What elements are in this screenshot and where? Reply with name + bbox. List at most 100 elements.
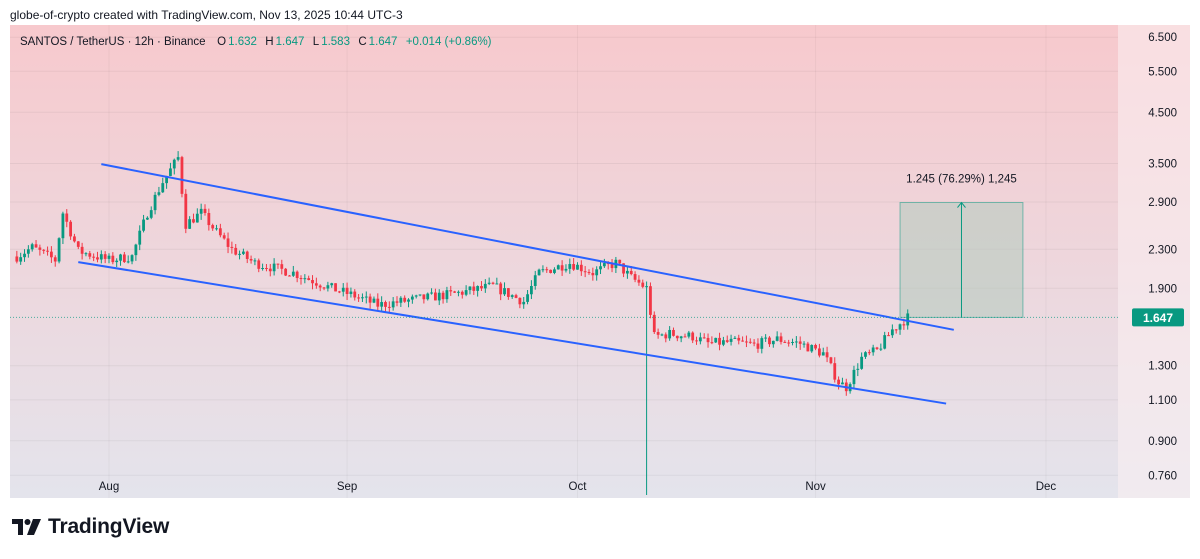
candle-body	[441, 292, 445, 300]
candle-body	[280, 264, 284, 269]
candle-body	[714, 337, 718, 343]
candle-body	[810, 345, 814, 352]
low-label: L	[312, 36, 320, 48]
candle-body	[798, 341, 802, 344]
candle-body	[733, 337, 737, 339]
candle-body	[718, 337, 721, 345]
candle-body	[818, 348, 821, 356]
candle-body	[146, 217, 149, 220]
candle-body	[449, 290, 453, 292]
candle-body	[898, 324, 902, 330]
candle-body	[418, 294, 422, 296]
time-tick-label: Sep	[337, 481, 357, 493]
candle-body	[894, 329, 898, 331]
candle-body	[794, 341, 798, 343]
candle-body	[530, 286, 533, 295]
channel-upper-line	[101, 163, 954, 331]
candle-body	[576, 264, 579, 270]
candle-body	[710, 342, 714, 344]
candle-body	[272, 263, 276, 272]
candle-body	[103, 254, 107, 259]
candle-body	[587, 272, 591, 274]
candle-body	[591, 272, 595, 276]
price-chart[interactable]: 1.245 (76.29%) 1,245 1.647 6.500 5.500 4.5…	[10, 25, 1190, 498]
candle-body	[234, 247, 238, 255]
chart-area[interactable]: 1.245 (76.29%) 1,245 1.647 6.500 5.500 4.5…	[10, 25, 1190, 498]
candle-body	[46, 250, 49, 252]
candle-body	[111, 255, 115, 263]
candle-body	[668, 329, 672, 339]
candle-body	[372, 298, 376, 303]
candle-body	[422, 294, 426, 300]
candle-body	[748, 341, 752, 343]
candle-body	[741, 340, 744, 342]
candle-body	[664, 334, 668, 339]
candle-body	[203, 208, 207, 214]
price-tick-label: 1.300	[1148, 361, 1177, 373]
price-tick-label: 0.760	[1148, 470, 1177, 482]
candle-body	[142, 219, 145, 231]
candle-body	[84, 253, 88, 255]
candle-body	[599, 266, 602, 270]
candle-body	[276, 263, 280, 265]
channel-lower-line	[78, 261, 947, 405]
price-tick-label: 5.500	[1148, 66, 1177, 78]
candle-body	[841, 382, 844, 385]
candle-body	[88, 253, 92, 257]
candle-body	[403, 297, 407, 302]
candle-body	[595, 269, 599, 276]
candle-body	[23, 253, 26, 258]
candle-body	[629, 270, 633, 275]
candle-body	[464, 290, 468, 295]
target-arrow-head	[957, 201, 966, 208]
candle-body	[871, 347, 875, 353]
candle-body	[583, 271, 587, 273]
candle-body	[829, 357, 833, 364]
target-label: 1.245 (76.29%) 1,245	[906, 174, 1017, 186]
candle-body	[852, 369, 856, 385]
open-value: 1.632	[228, 36, 257, 48]
candle-body	[602, 263, 606, 267]
candle-body	[476, 286, 480, 291]
candle-body	[814, 345, 817, 349]
candle-body	[407, 299, 410, 302]
price-tick-label: 3.500	[1148, 159, 1177, 171]
candle-body	[745, 341, 748, 343]
time-tick-label: Oct	[569, 481, 588, 493]
candle-body	[737, 337, 741, 341]
price-tick-label: 1.100	[1148, 395, 1177, 407]
candle-body	[722, 340, 725, 345]
candle-body	[257, 260, 261, 269]
candle-body	[19, 257, 23, 262]
candle-body	[92, 256, 96, 258]
candle-body	[42, 249, 46, 251]
candle-body	[253, 260, 257, 262]
price-tick-label: 4.500	[1148, 107, 1177, 119]
time-tick-label: Dec	[1036, 481, 1057, 493]
candle-body	[242, 251, 245, 254]
candle-body	[169, 168, 172, 176]
candle-body	[633, 274, 637, 280]
candle-body	[675, 335, 679, 339]
candle-body	[410, 296, 414, 300]
symbol-label[interactable]: SANTOS / TetherUS · 12h · Binance	[20, 36, 206, 48]
candle-body	[768, 337, 771, 345]
candle-body	[295, 271, 299, 279]
candle-body	[906, 313, 910, 326]
candle-body	[30, 244, 34, 250]
candle-body	[549, 269, 552, 273]
tradingview-logo[interactable]: TradingView	[12, 515, 169, 539]
candle-body	[399, 297, 403, 303]
candle-body	[568, 264, 572, 269]
change-value: +0.014 (+0.86%)	[405, 36, 492, 48]
candle-body	[391, 301, 395, 308]
candle-body	[188, 219, 192, 229]
candle-body	[875, 347, 879, 349]
candle-body	[345, 287, 349, 295]
candle-body	[725, 340, 729, 342]
low-value: 1.583	[321, 36, 350, 48]
candle-body	[626, 270, 629, 274]
candle-body	[460, 291, 464, 295]
candle-body	[211, 225, 215, 229]
candle-body	[660, 334, 664, 336]
